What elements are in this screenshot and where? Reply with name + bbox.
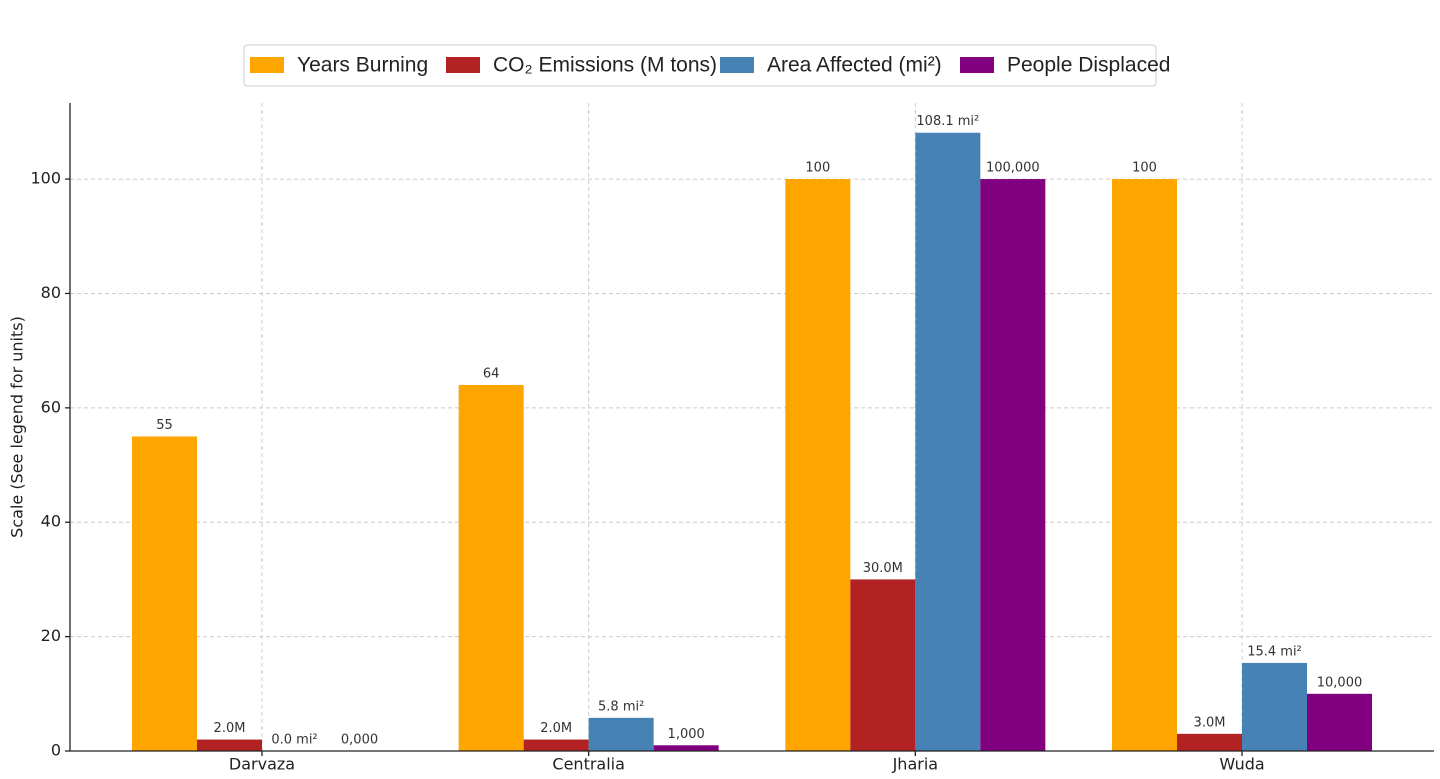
value-label: 100 — [805, 161, 830, 176]
legend-label: Years Burning — [297, 54, 428, 77]
y-tick-label: 0 — [51, 741, 61, 760]
legend-swatch — [720, 57, 754, 73]
value-label: 3.0M — [1194, 715, 1226, 730]
value-label: 10,000 — [1317, 675, 1363, 690]
legend-label: CO₂ Emissions (M tons) — [493, 54, 717, 77]
value-label: 64 — [483, 366, 500, 381]
value-label: 108.1 mi² — [916, 114, 979, 129]
value-label: 5.8 mi² — [598, 699, 644, 714]
value-label: 0.0 mi² — [271, 733, 317, 748]
x-tick-label: Jharia — [892, 755, 939, 774]
bar — [1242, 662, 1307, 751]
value-label: 0,000 — [341, 733, 378, 748]
y-axis-label: Scale (See legend for units) — [8, 316, 27, 538]
legend-label: People Displaced — [1007, 54, 1170, 77]
bar — [132, 436, 197, 751]
bar — [1112, 179, 1177, 751]
bar — [785, 179, 851, 751]
y-tick-label: 60 — [41, 397, 61, 416]
bar — [523, 739, 589, 751]
legend-swatch — [250, 57, 284, 73]
value-label: 1,000 — [668, 727, 705, 742]
bar — [197, 739, 262, 751]
legend-label: Area Affected (mi²) — [767, 54, 942, 77]
bar — [653, 745, 719, 751]
legend-swatch — [960, 57, 994, 73]
value-label: 55 — [156, 418, 173, 433]
x-tick-label: Darvaza — [229, 755, 295, 774]
bar — [980, 179, 1046, 751]
value-label: 2.0M — [214, 721, 246, 736]
value-label: 2.0M — [540, 721, 572, 736]
value-label: 30.0M — [863, 561, 903, 576]
y-tick-label: 100 — [30, 169, 61, 188]
y-tick-label: 40 — [41, 512, 61, 531]
bar — [850, 579, 916, 751]
bar — [1177, 733, 1242, 751]
legend-swatch — [446, 57, 480, 73]
y-tick-label: 80 — [41, 283, 61, 302]
value-label: 100,000 — [986, 161, 1040, 176]
bar — [458, 384, 524, 751]
x-tick-label: Wuda — [1219, 755, 1264, 774]
value-label: 100 — [1132, 161, 1157, 176]
y-tick-label: 20 — [41, 626, 61, 645]
x-tick-label: Centralia — [552, 755, 625, 774]
value-label: 15.4 mi² — [1247, 644, 1302, 659]
bar — [915, 132, 981, 752]
legend-box — [243, 44, 1157, 87]
bar — [588, 717, 654, 751]
bar — [1307, 693, 1372, 751]
